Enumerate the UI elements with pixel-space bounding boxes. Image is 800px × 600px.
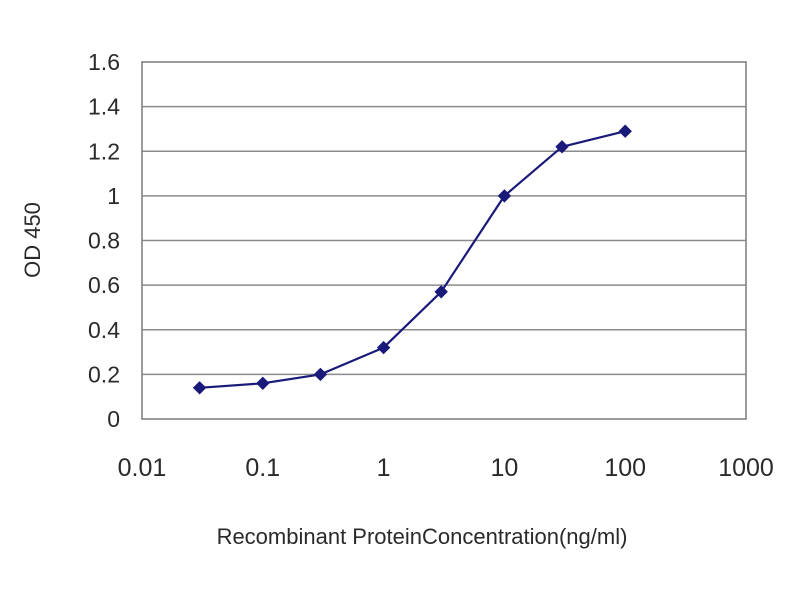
x-tick-label: 10 — [490, 454, 518, 482]
x-tick-label: 1 — [377, 454, 391, 482]
x-tick-label: 1000 — [718, 454, 774, 482]
y-tick-labels: 0 0.2 0.4 0.6 0.8 1 1.2 1.4 1.6 — [88, 49, 120, 432]
data-point-marker — [192, 381, 207, 395]
grid-lines — [142, 105, 746, 376]
series-layer — [192, 124, 632, 395]
y-tick-label: 0.8 — [88, 228, 120, 254]
y-tick-label: 1.6 — [88, 49, 120, 75]
x-tick-labels: 0.01 0.1 1 10 100 1000 — [118, 454, 774, 482]
x-tick-label: 100 — [604, 454, 646, 482]
y-tick-label: 0.4 — [88, 317, 120, 343]
y-tick-label: 1 — [107, 183, 120, 209]
y-tick-label: 1.4 — [88, 94, 120, 120]
y-tick-label: 0.2 — [88, 361, 120, 387]
y-tick-label: 0 — [107, 406, 120, 432]
data-point-marker — [497, 189, 512, 203]
data-point-marker — [555, 140, 569, 154]
y-axis-label: OD 450 — [20, 202, 45, 278]
y-tick-label: 1.2 — [88, 138, 120, 164]
x-axis-label: Recombinant ProteinConcentration(ng/ml) — [217, 524, 628, 549]
x-tick-label: 0.1 — [245, 454, 280, 482]
plot-frame — [141, 61, 747, 420]
x-tick-label: 0.01 — [118, 454, 167, 482]
y-tick-label: 0.6 — [88, 272, 120, 298]
data-point-marker — [376, 340, 391, 355]
data-point-marker — [434, 285, 448, 299]
series-line — [199, 130, 626, 389]
data-point-marker — [618, 124, 632, 138]
data-point-marker — [313, 367, 328, 382]
data-point-marker — [256, 376, 270, 391]
